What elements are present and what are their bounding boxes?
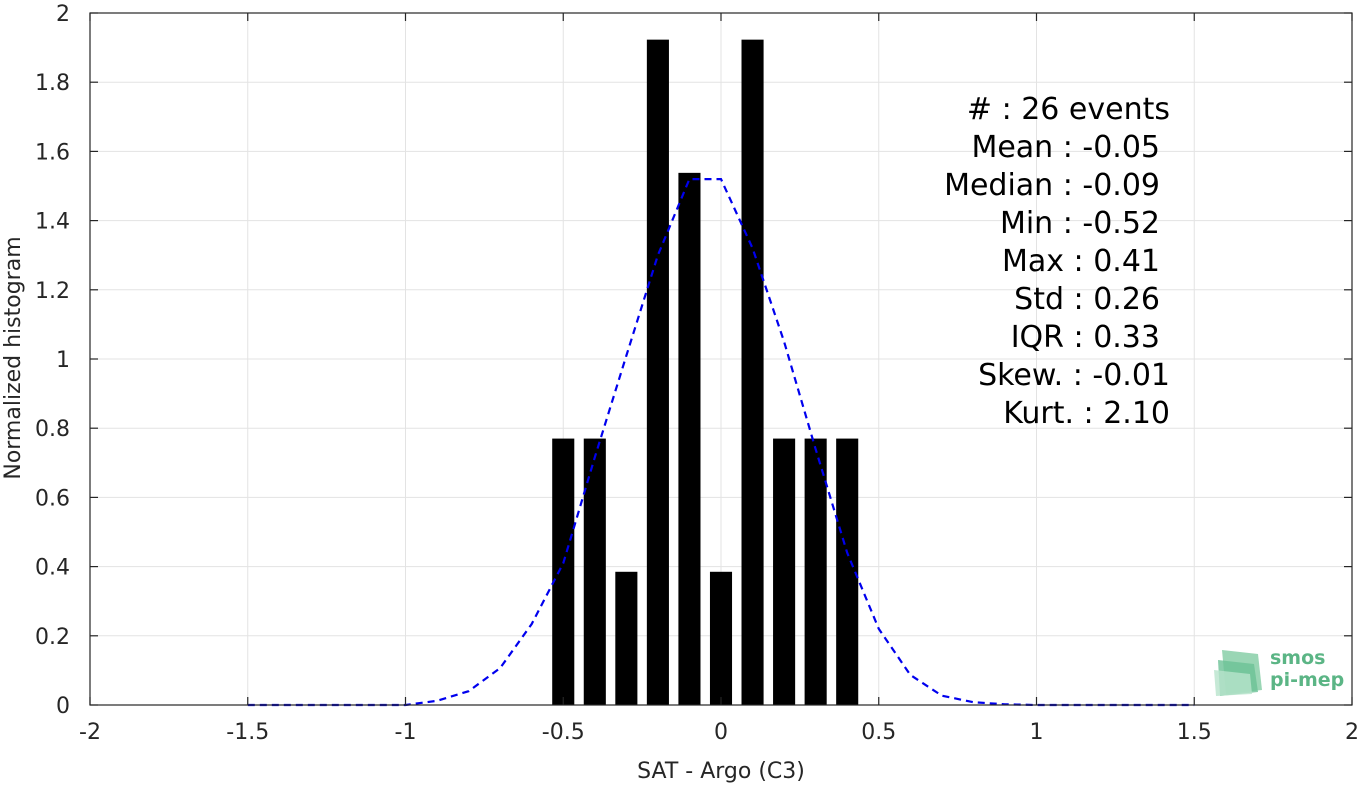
- x-tick-label: 0.5: [861, 720, 896, 745]
- logo-line1: smos: [1270, 647, 1325, 669]
- y-tick-label: 0.4: [35, 556, 70, 581]
- y-tick-label: 0.8: [35, 417, 70, 442]
- x-tick-label: 1: [1030, 720, 1044, 745]
- histogram-bar: [804, 438, 827, 705]
- fit-curve-group: [247, 178, 1195, 707]
- x-tick-label: 2: [1345, 720, 1359, 745]
- x-tick-label: 1.5: [1177, 720, 1212, 745]
- smos-pi-mep-logo: smos pi-mep: [1214, 647, 1344, 696]
- stat-annotation: Min : -0.52: [1000, 206, 1160, 241]
- y-tick-label: 0.2: [35, 625, 70, 650]
- logo-line2: pi-mep: [1270, 669, 1344, 691]
- histogram-bar: [615, 571, 638, 705]
- y-tick-label: 1.8: [35, 71, 70, 96]
- stat-annotation: Kurt. : 2.10: [1003, 396, 1170, 431]
- stat-annotation: IQR : 0.33: [1011, 320, 1160, 355]
- y-tick-label: 1: [56, 348, 70, 373]
- histogram-bar: [741, 39, 764, 706]
- stat-annotation: Std : 0.26: [1014, 282, 1160, 317]
- x-tick-label: -2: [79, 720, 101, 745]
- stat-annotation: # : 26 events: [967, 92, 1170, 127]
- x-axis-label: SAT - Argo (C3): [637, 759, 805, 784]
- y-tick-label: 0.6: [35, 486, 70, 511]
- x-tick-label: -1: [395, 720, 417, 745]
- y-tick-label: 1.6: [35, 140, 70, 165]
- grid-lines: [89, 12, 1353, 706]
- logo-mark-icon: [1214, 650, 1262, 696]
- stat-annotation: Mean : -0.05: [971, 130, 1160, 165]
- y-tick-label: 1.4: [35, 210, 70, 235]
- y-axis-ticks: 0 0.2 0.4 0.6 0.8 1 1.2 1.4 1.6 1.8 2: [35, 2, 1352, 719]
- histogram-bar: [678, 172, 701, 706]
- stat-annotation: Median : -0.09: [944, 168, 1160, 203]
- x-tick-label: -0.5: [542, 720, 585, 745]
- y-axis-label: Normalized histogram: [1, 236, 26, 479]
- histogram-bars: [552, 39, 859, 706]
- stat-annotation: Skew. : -0.01: [978, 358, 1170, 393]
- histogram-bar: [583, 438, 606, 705]
- histogram-bar: [709, 571, 733, 705]
- histogram-bar: [552, 438, 575, 705]
- y-tick-label: 0: [56, 694, 70, 719]
- x-axis-ticks: -2 -1.5 -1 -0.5 0 0.5 1 1.5 2: [79, 13, 1359, 745]
- y-tick-label: 1.2: [35, 279, 70, 304]
- y-tick-label: 2: [56, 2, 70, 27]
- x-tick-label: 0: [714, 720, 728, 745]
- x-tick-label: -1.5: [226, 720, 269, 745]
- histogram-bar: [836, 438, 859, 705]
- histogram-bar: [646, 39, 669, 706]
- histogram-bar: [773, 438, 796, 705]
- stat-annotation: Max : 0.41: [1002, 244, 1160, 279]
- fit-curve-line: [247, 178, 1195, 707]
